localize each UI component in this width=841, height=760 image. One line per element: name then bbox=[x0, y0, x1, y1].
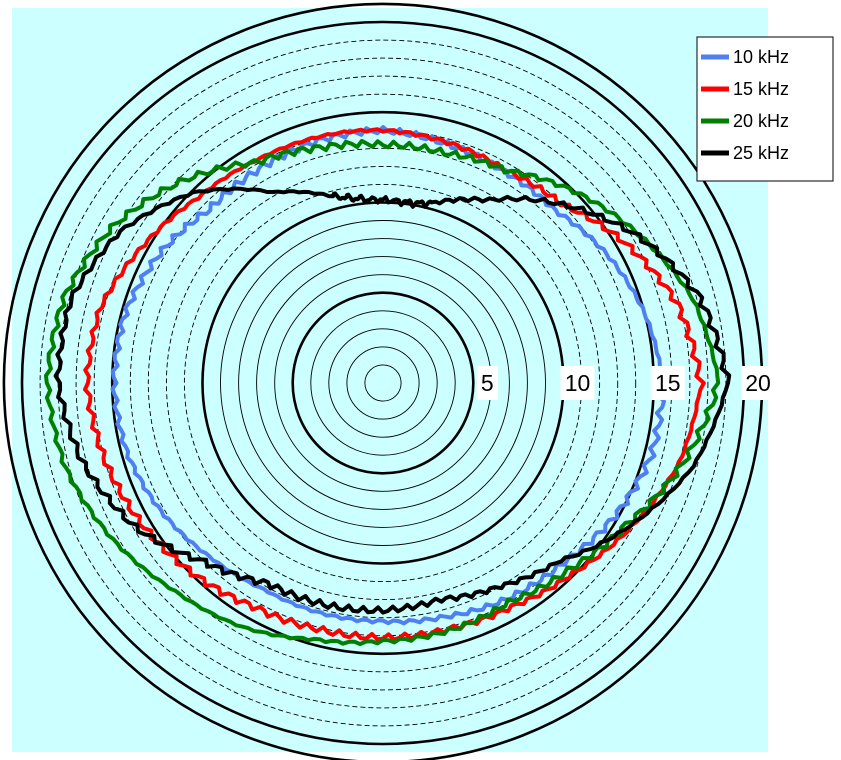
legend-label-10-khz: 10 kHz bbox=[733, 47, 789, 67]
minor-ring-9 bbox=[220, 220, 546, 546]
ring-labels: 5 10 15 20 bbox=[476, 366, 775, 400]
legend-label-15-khz: 15 kHz bbox=[733, 79, 789, 99]
legend: 10 kHz 15 kHz 20 kHz 25 kHz bbox=[696, 36, 834, 182]
minor-ring-19 bbox=[39, 39, 727, 727]
minor-ring-14 bbox=[129, 129, 637, 637]
minor-ring-3 bbox=[328, 328, 438, 438]
minor-ring-4 bbox=[310, 310, 456, 456]
ring-label-bg-15 bbox=[650, 366, 685, 400]
ring-label-5: 5 bbox=[481, 370, 494, 396]
legend-label-20-khz: 20 kHz bbox=[733, 111, 789, 131]
minor-ring-8 bbox=[238, 238, 528, 528]
major-ring-5 bbox=[291, 291, 475, 475]
legend-label-25-khz: 25 kHz bbox=[733, 143, 789, 163]
series-line-25-khz bbox=[53, 186, 732, 615]
ring-label-bg-20 bbox=[741, 366, 775, 400]
ring-label-15: 15 bbox=[655, 370, 681, 396]
ring-label-bg-10 bbox=[560, 366, 595, 400]
minor-ring-17 bbox=[75, 75, 691, 691]
series-layer bbox=[44, 125, 732, 647]
minor-ring-7 bbox=[256, 256, 510, 510]
minor-ring-12 bbox=[165, 165, 601, 601]
minor-ring-2 bbox=[346, 346, 420, 420]
minor-ring-1 bbox=[364, 364, 402, 402]
ring-label-bg-5 bbox=[476, 366, 498, 400]
legend-box bbox=[696, 36, 834, 182]
minor-ring-13 bbox=[147, 147, 619, 619]
series-line-20-khz bbox=[44, 138, 721, 647]
ring-label-10: 10 bbox=[565, 370, 591, 396]
ring-label-20: 20 bbox=[745, 370, 771, 396]
